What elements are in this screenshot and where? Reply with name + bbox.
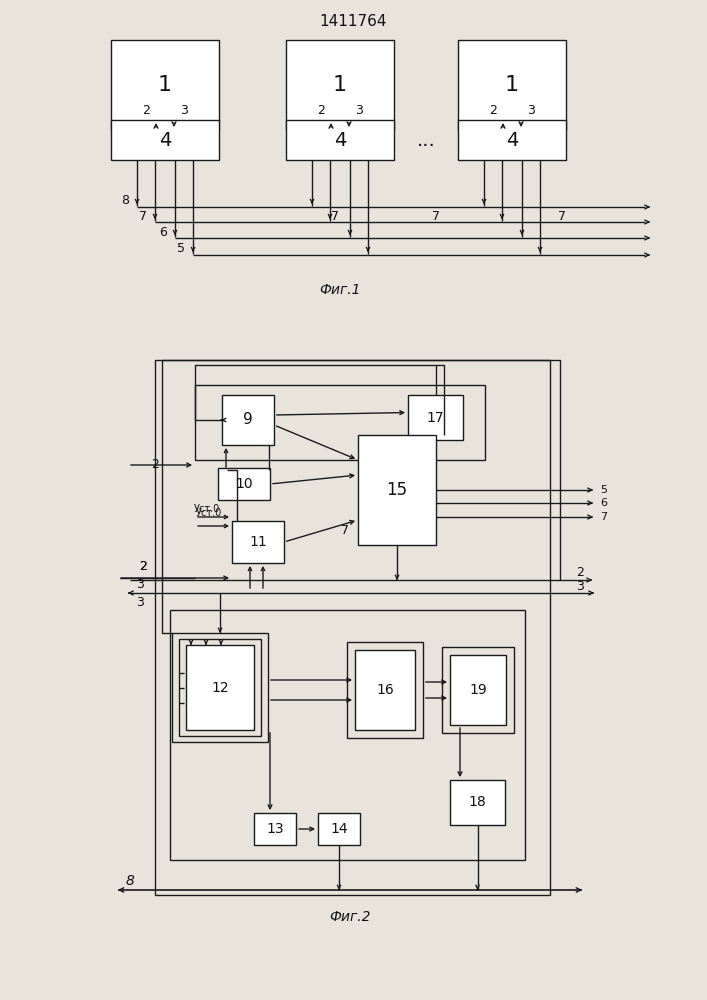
Text: 16: 16 — [376, 683, 394, 697]
Bar — [318, 813, 360, 845]
Text: 2: 2 — [139, 560, 147, 572]
Text: 2: 2 — [576, 566, 584, 580]
Text: Уст.0: Уст.0 — [194, 504, 220, 514]
Text: 2: 2 — [317, 104, 325, 117]
Text: 18: 18 — [469, 796, 486, 810]
Bar — [450, 780, 505, 825]
Text: Фиг.2: Фиг.2 — [329, 910, 370, 924]
Text: 7: 7 — [600, 512, 607, 522]
Text: Фиг.1: Фиг.1 — [320, 283, 361, 297]
Text: 1: 1 — [505, 75, 519, 95]
Text: 10: 10 — [235, 477, 253, 491]
Bar — [222, 395, 274, 445]
Text: 7: 7 — [341, 524, 349, 536]
Text: 2: 2 — [489, 104, 497, 117]
Text: Уст.0: Уст.0 — [196, 508, 222, 518]
Text: 7: 7 — [558, 210, 566, 223]
Text: 3: 3 — [136, 595, 144, 608]
Text: 3: 3 — [576, 580, 584, 592]
Bar — [232, 521, 284, 563]
Bar — [286, 120, 394, 160]
Text: 7: 7 — [139, 210, 147, 223]
Bar — [347, 642, 423, 738]
Text: 3: 3 — [180, 104, 188, 117]
Bar — [111, 120, 219, 160]
Text: ...: ... — [416, 130, 436, 149]
Text: 7: 7 — [432, 210, 440, 223]
Bar — [111, 40, 219, 130]
Text: 3: 3 — [355, 104, 363, 117]
Text: 17: 17 — [427, 410, 444, 424]
Text: 19: 19 — [469, 683, 487, 697]
Text: 13: 13 — [267, 822, 284, 836]
Text: 4: 4 — [159, 130, 171, 149]
Text: 3: 3 — [136, 578, 144, 591]
Bar — [450, 655, 506, 725]
Text: 2: 2 — [142, 104, 150, 117]
Text: 1: 1 — [333, 75, 347, 95]
Text: 3: 3 — [527, 104, 535, 117]
Bar — [254, 813, 296, 845]
Text: 15: 15 — [387, 481, 407, 499]
Bar — [186, 645, 254, 730]
Bar — [155, 360, 550, 895]
Text: 4: 4 — [334, 130, 346, 149]
Bar — [179, 639, 261, 736]
Bar — [218, 468, 270, 500]
Text: 2: 2 — [151, 458, 159, 472]
Text: 5: 5 — [600, 485, 607, 495]
Text: 12: 12 — [211, 680, 229, 694]
Text: 11: 11 — [249, 535, 267, 549]
Text: 4: 4 — [506, 130, 518, 149]
Bar — [172, 633, 268, 742]
Bar — [408, 395, 463, 440]
Text: 8: 8 — [126, 874, 134, 888]
Bar — [286, 40, 394, 130]
Text: 1: 1 — [158, 75, 172, 95]
Bar — [195, 385, 485, 460]
Text: 5: 5 — [177, 242, 185, 255]
Text: 7: 7 — [331, 210, 339, 223]
Bar — [458, 120, 566, 160]
Text: 6: 6 — [600, 498, 607, 508]
Text: 6: 6 — [159, 226, 167, 238]
Text: 14: 14 — [330, 822, 348, 836]
Bar — [170, 610, 525, 860]
Bar — [358, 435, 436, 545]
Bar — [442, 647, 514, 733]
Text: 2: 2 — [139, 560, 147, 572]
Text: 1411764: 1411764 — [320, 14, 387, 29]
Bar — [355, 650, 415, 730]
Text: 8: 8 — [121, 194, 129, 208]
Bar — [458, 40, 566, 130]
Text: 9: 9 — [243, 412, 253, 428]
